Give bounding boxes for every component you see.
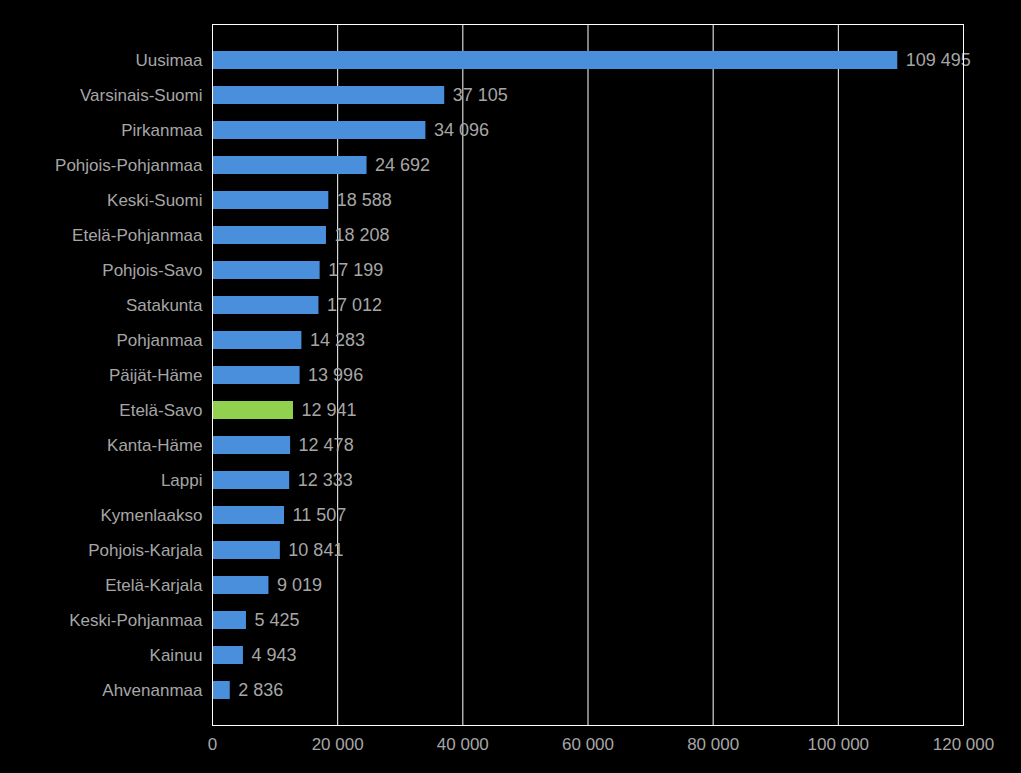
svg-text:20 000: 20 000 bbox=[312, 735, 364, 754]
svg-text:80 000: 80 000 bbox=[687, 735, 739, 754]
svg-text:12 941: 12 941 bbox=[301, 400, 356, 420]
svg-text:Pohjois-Savo: Pohjois-Savo bbox=[102, 261, 202, 280]
svg-text:0: 0 bbox=[208, 735, 217, 754]
svg-text:37 105: 37 105 bbox=[453, 85, 508, 105]
svg-text:Lappi: Lappi bbox=[161, 471, 203, 490]
svg-text:34 096: 34 096 bbox=[434, 120, 489, 140]
svg-text:24 692: 24 692 bbox=[375, 155, 430, 175]
svg-text:40 000: 40 000 bbox=[437, 735, 489, 754]
svg-text:14 283: 14 283 bbox=[310, 330, 365, 350]
svg-text:60 000: 60 000 bbox=[562, 735, 614, 754]
svg-text:Pohjanmaa: Pohjanmaa bbox=[116, 331, 203, 350]
svg-text:100 000: 100 000 bbox=[808, 735, 869, 754]
svg-text:10 841: 10 841 bbox=[288, 540, 343, 560]
svg-text:18 208: 18 208 bbox=[334, 225, 389, 245]
svg-text:Etelä-Karjala: Etelä-Karjala bbox=[105, 576, 203, 595]
svg-text:Keski-Suomi: Keski-Suomi bbox=[107, 191, 202, 210]
svg-text:Kymenlaakso: Kymenlaakso bbox=[100, 506, 202, 525]
svg-text:2 836: 2 836 bbox=[238, 680, 283, 700]
svg-text:120 000: 120 000 bbox=[933, 735, 994, 754]
svg-text:Uusimaa: Uusimaa bbox=[135, 51, 203, 70]
svg-text:109 495: 109 495 bbox=[906, 50, 971, 70]
svg-text:Keski-Pohjanmaa: Keski-Pohjanmaa bbox=[69, 611, 203, 630]
svg-text:5 425: 5 425 bbox=[254, 610, 299, 630]
svg-text:9 019: 9 019 bbox=[277, 575, 322, 595]
svg-text:Etelä-Pohjanmaa: Etelä-Pohjanmaa bbox=[72, 226, 203, 245]
svg-text:Kanta-Häme: Kanta-Häme bbox=[107, 436, 202, 455]
svg-text:12 478: 12 478 bbox=[299, 435, 354, 455]
svg-text:Pohjois-Karjala: Pohjois-Karjala bbox=[88, 541, 203, 560]
svg-text:Pirkanmaa: Pirkanmaa bbox=[121, 121, 203, 140]
svg-text:Etelä-Savo: Etelä-Savo bbox=[119, 401, 202, 420]
svg-text:11 507: 11 507 bbox=[293, 505, 347, 525]
svg-text:Varsinais-Suomi: Varsinais-Suomi bbox=[80, 86, 203, 105]
svg-text:Ahvenanmaa: Ahvenanmaa bbox=[102, 681, 203, 700]
svg-text:4 943: 4 943 bbox=[251, 645, 296, 665]
svg-text:Päijät-Häme: Päijät-Häme bbox=[109, 366, 203, 385]
svg-text:Satakunta: Satakunta bbox=[126, 296, 203, 315]
svg-text:12 333: 12 333 bbox=[298, 470, 353, 490]
svg-text:Kainuu: Kainuu bbox=[150, 646, 203, 665]
svg-text:17 012: 17 012 bbox=[327, 295, 382, 315]
svg-text:17 199: 17 199 bbox=[328, 260, 383, 280]
svg-text:Pohjois-Pohjanmaa: Pohjois-Pohjanmaa bbox=[55, 156, 203, 175]
svg-text:13 996: 13 996 bbox=[308, 365, 363, 385]
svg-text:18 588: 18 588 bbox=[337, 190, 392, 210]
